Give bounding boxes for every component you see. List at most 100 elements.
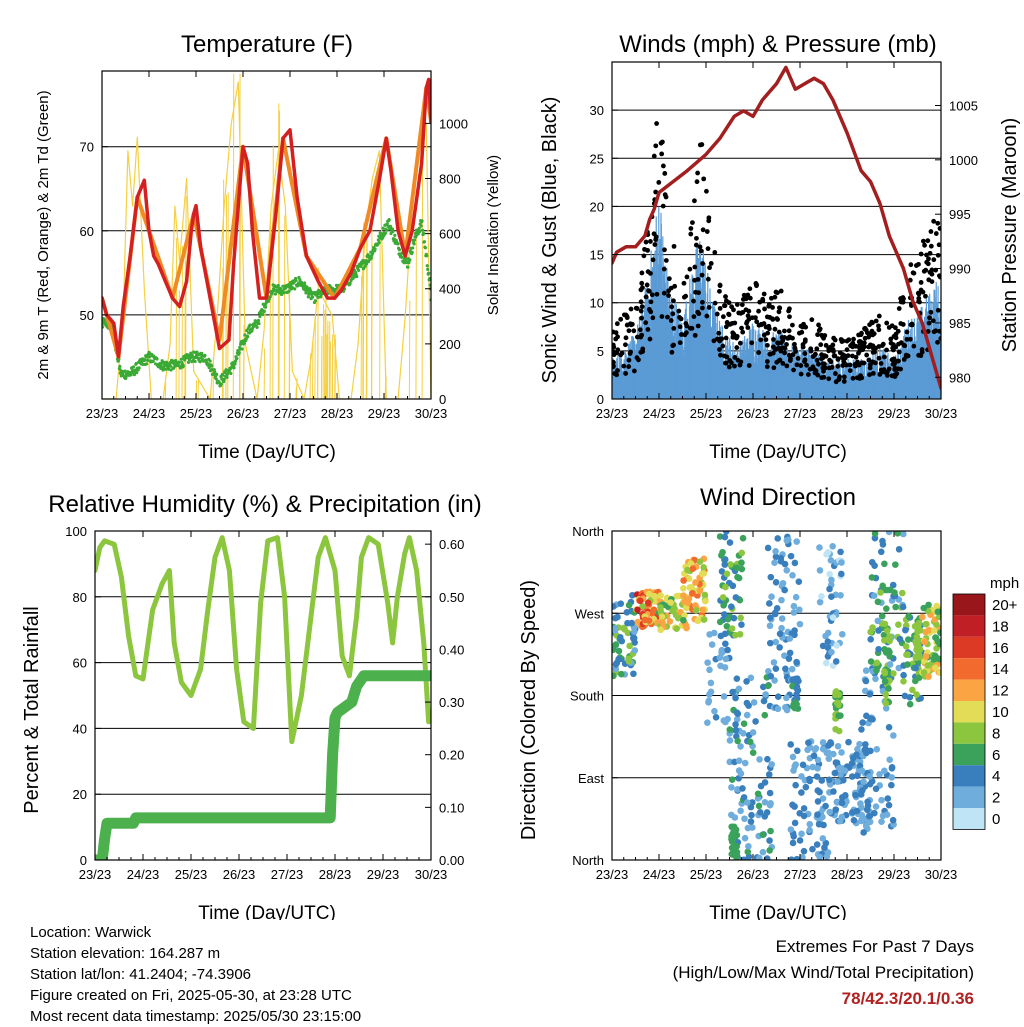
gust-point: [671, 298, 676, 303]
direction-point: [722, 584, 729, 591]
gust-point: [671, 326, 676, 331]
direction-point: [863, 822, 870, 829]
gust-point: [704, 314, 709, 319]
direction-point: [816, 544, 823, 551]
x-axis-label: Time (Day/UTC): [198, 903, 336, 920]
x-tick-label: 27/23: [784, 406, 817, 421]
direction-point: [902, 693, 909, 700]
direction-point: [836, 728, 843, 735]
legend-swatch: [953, 808, 985, 829]
dewpoint-point: [177, 360, 180, 363]
gust-point: [932, 329, 937, 334]
gust-point: [735, 334, 740, 339]
direction-point: [741, 720, 748, 727]
dewpoint-point: [385, 229, 388, 232]
direction-point: [772, 548, 779, 555]
direction-point: [881, 768, 888, 775]
direction-point: [818, 593, 825, 600]
direction-point: [783, 695, 790, 702]
direction-point: [742, 760, 749, 767]
direction-point: [789, 572, 796, 579]
gust-point: [935, 221, 940, 226]
gust-point: [664, 258, 669, 263]
gust-point: [791, 368, 796, 373]
direction-point: [892, 561, 899, 568]
gust-point: [882, 355, 887, 360]
direction-point: [874, 659, 881, 666]
gust-point: [746, 309, 751, 314]
gust-point: [635, 335, 640, 340]
direction-point: [801, 805, 808, 812]
gust-point: [925, 238, 930, 243]
y-tick-label: 20: [590, 199, 604, 214]
direction-point: [724, 647, 731, 654]
direction-point: [882, 700, 889, 707]
gust-point: [855, 360, 860, 365]
dewpoint-point: [235, 357, 238, 360]
direction-point: [705, 699, 712, 706]
y-tick-label: 15: [590, 248, 604, 263]
direction-point: [717, 619, 724, 626]
gust-point: [647, 289, 652, 294]
dewpoint-point: [418, 230, 421, 233]
gust-point: [682, 295, 687, 300]
gust-point: [656, 180, 661, 185]
gust-point: [929, 229, 934, 234]
direction-point: [700, 564, 707, 571]
direction-point: [826, 571, 833, 578]
legend-label: 4: [992, 768, 1000, 785]
direction-point: [814, 841, 821, 848]
direction-point: [702, 598, 709, 605]
direction-point: [806, 827, 813, 834]
direction-point: [863, 750, 870, 757]
gust-point: [648, 337, 653, 342]
gust-point: [652, 242, 657, 247]
direction-point: [890, 817, 897, 824]
gust-point: [740, 302, 745, 307]
x-tick-label: 28/23: [321, 406, 354, 421]
legend-label: 2: [992, 790, 1000, 807]
direction-point: [760, 849, 767, 856]
direction-point: [884, 795, 891, 802]
gust-point: [842, 379, 847, 384]
gust-point: [832, 354, 837, 359]
gust-point: [661, 204, 666, 209]
gust-point: [813, 371, 818, 376]
y-tick-label: 20: [73, 787, 87, 802]
gust-point: [696, 277, 701, 282]
direction-point: [889, 765, 896, 772]
x-tick-label: 27/23: [271, 867, 304, 882]
gust-point: [906, 354, 911, 359]
dewpoint-point: [407, 261, 410, 264]
y2-tick-label: 995: [949, 207, 971, 222]
gust-point: [814, 346, 819, 351]
direction-point: [750, 749, 757, 756]
gust-point: [931, 219, 936, 224]
direction-point: [680, 577, 687, 584]
gust-point: [667, 276, 672, 281]
gust-point: [914, 263, 919, 268]
direction-point: [826, 586, 833, 593]
gust-point: [931, 257, 936, 262]
x-tick-label: 25/23: [175, 867, 208, 882]
direction-point: [890, 732, 897, 739]
x-tick-label: 28/23: [831, 406, 864, 421]
gust-point: [712, 338, 717, 343]
direction-point: [657, 604, 664, 611]
direction-point: [657, 592, 664, 599]
direction-point: [768, 593, 775, 600]
dewpoint-point: [243, 342, 246, 345]
direction-point: [867, 691, 874, 698]
direction-point: [699, 607, 706, 614]
direction-point: [793, 685, 800, 692]
y2-tick-label: 0.40: [439, 642, 464, 657]
direction-point: [869, 624, 876, 631]
direction-point: [728, 603, 735, 610]
panel-title: Relative Humidity (%) & Precipitation (i…: [48, 491, 481, 518]
direction-point: [720, 594, 727, 601]
x-tick-label: 29/23: [367, 867, 400, 882]
direction-point: [700, 570, 707, 577]
legend-swatch: [953, 680, 985, 701]
gust-point: [782, 329, 787, 334]
direction-point: [766, 771, 773, 778]
